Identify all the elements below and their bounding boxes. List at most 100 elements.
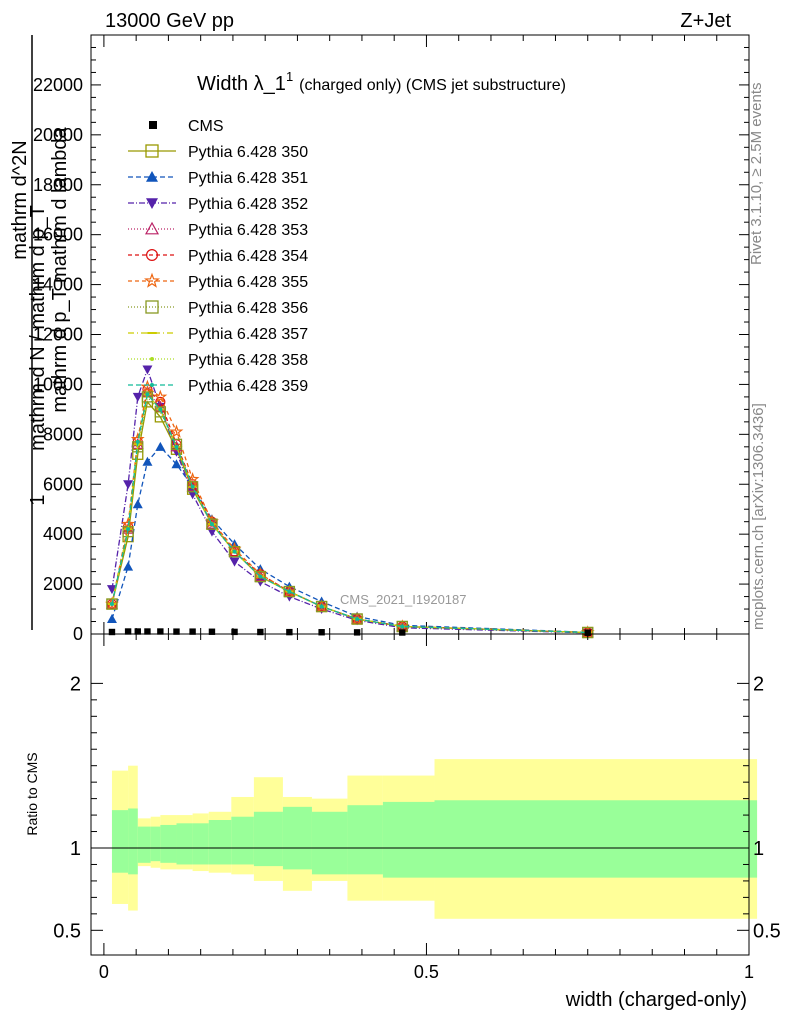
series-10-point — [135, 439, 140, 444]
series-7-point — [315, 600, 328, 613]
legend-marker-2 — [146, 171, 158, 182]
legend-label-1: Pythia 6.428 350 — [188, 144, 308, 161]
series-2-point — [155, 441, 166, 451]
series-10-point — [287, 589, 292, 594]
series-3-point — [206, 527, 217, 537]
series-7-point — [186, 481, 199, 493]
main-title: Width λ_11 (charged only) (CMS jet substr… — [197, 69, 566, 95]
ratio-ytick-label-right: 1 — [753, 838, 764, 860]
green-band-bin — [160, 824, 177, 863]
green-band-bin — [128, 808, 138, 875]
series-3-point — [132, 392, 143, 402]
legend-marker-10 — [150, 383, 154, 387]
main-ylabel-line-1: 1 — [27, 494, 49, 505]
legend-label-9: Pythia 6.428 358 — [188, 352, 308, 369]
cms-data-point — [208, 628, 216, 635]
ratio-ytick-label: 0.5 — [53, 920, 81, 942]
series-10-point — [126, 527, 131, 532]
series-7-point — [106, 598, 118, 610]
series-7-point — [351, 613, 363, 625]
green-band-bin — [253, 811, 283, 867]
cms-data-point — [257, 628, 264, 636]
main-ytick-label: 14000 — [33, 275, 83, 295]
green-band-bin — [434, 800, 758, 878]
series-line-2 — [111, 445, 588, 633]
main-ytick-label: 6000 — [43, 474, 83, 494]
energy-label: 13000 GeV pp — [105, 10, 234, 32]
main-title-sub: (charged only) (CMS jet substructure) — [299, 77, 566, 94]
legend-label-7: Pythia 6.428 356 — [188, 300, 308, 317]
ratio-ytick-label: 2 — [70, 673, 81, 695]
legend-label-10: Pythia 6.428 359 — [188, 378, 308, 395]
series-6-point — [153, 389, 168, 403]
series-7-point — [254, 570, 266, 583]
rivet-label: Rivet 3.1.10, ≥ 2.5M events — [748, 83, 765, 266]
series-6-point — [169, 424, 184, 438]
main-ytick-label: 2000 — [43, 574, 83, 594]
green-band-bin — [282, 806, 312, 870]
series-7-point — [154, 406, 166, 418]
series-2-point — [171, 459, 182, 469]
legend-cms-label: CMS — [188, 118, 224, 135]
legend: CMS Pythia 6.428 350 Pythia 6.428 351 Pythi… — [128, 118, 308, 395]
green-band-bin — [347, 805, 383, 875]
series-10-point — [190, 484, 195, 489]
legend-label-5: Pythia 6.428 354 — [188, 248, 308, 265]
series-10-point — [319, 604, 324, 609]
ratio-frame — [90, 633, 750, 956]
series-7-point — [206, 518, 218, 530]
legend-label-2: Pythia 6.428 351 — [188, 170, 308, 187]
cms-data-point — [108, 628, 116, 636]
green-band-bin — [150, 826, 161, 862]
series-10-point — [400, 624, 405, 629]
series-2-point — [142, 456, 153, 466]
series-10-point — [158, 407, 163, 412]
series-3-point — [106, 585, 117, 595]
series-2-point — [132, 499, 143, 509]
main-panel: 0 2000 4000 6000 8000 10000 12000 14000 16000 180… — [33, 34, 750, 644]
mcplots-label: mcplots.cern.ch [arXiv:1306.3436] — [750, 403, 767, 630]
legend-label-3: Pythia 6.428 352 — [188, 196, 308, 213]
main-ytick-label: 10000 — [33, 374, 83, 394]
watermark: CMS_2021_I1920187 — [340, 592, 467, 607]
cms-data-point — [353, 629, 361, 636]
main-ylabel-line-3: mathrm d^2N — [9, 140, 31, 259]
main-ytick-label: 16000 — [33, 225, 83, 245]
ratio-ylabel: Ratio to CMS — [24, 752, 40, 835]
ratio-ytick-label-right: 2 — [753, 673, 764, 695]
cms-data-point — [134, 628, 141, 635]
ratio-xtick-label: 1 — [744, 962, 754, 982]
main-ytick-label: 8000 — [43, 424, 83, 444]
legend-marker-6 — [144, 272, 160, 288]
main-ylabel: 1 mathrm d N / mathrm d p_T mathrm d^2N … — [9, 35, 71, 630]
cms-data-point — [286, 628, 293, 636]
ratio-ytick-label: 1 — [70, 838, 81, 860]
series-10-point — [258, 574, 263, 579]
legend-label-4: Pythia 6.428 353 — [188, 222, 308, 239]
green-band-bin — [111, 810, 129, 873]
series-10-point — [174, 444, 179, 449]
series-7-point — [170, 438, 183, 450]
ratio-xtick-label: 0.5 — [414, 962, 439, 982]
legend-marker-7 — [145, 300, 159, 314]
green-band-bin — [382, 801, 435, 878]
main-ylabel-line-4: mathrm d p_T mathrm d lambda — [49, 126, 71, 412]
series-7-point — [141, 391, 154, 403]
main-title-text: Width λ_1 — [197, 73, 286, 95]
main-ytick-label: 20000 — [33, 125, 83, 145]
green-band-bin — [137, 826, 151, 863]
series-2-point — [123, 561, 134, 571]
cms-data-point — [124, 628, 132, 635]
process-label: Z+Jet — [680, 10, 731, 32]
series-3-point — [123, 480, 134, 490]
cms-data-point — [584, 629, 591, 636]
main-ytick-label: 22000 — [33, 75, 83, 95]
ratio-xtick-label: 0 — [99, 962, 109, 982]
series-3-point — [142, 365, 153, 375]
series-10-point — [145, 392, 150, 397]
series-2-point — [106, 614, 117, 624]
cms-data-point — [144, 628, 151, 635]
legend-cms-marker — [149, 121, 157, 129]
series-10-point — [109, 602, 114, 607]
